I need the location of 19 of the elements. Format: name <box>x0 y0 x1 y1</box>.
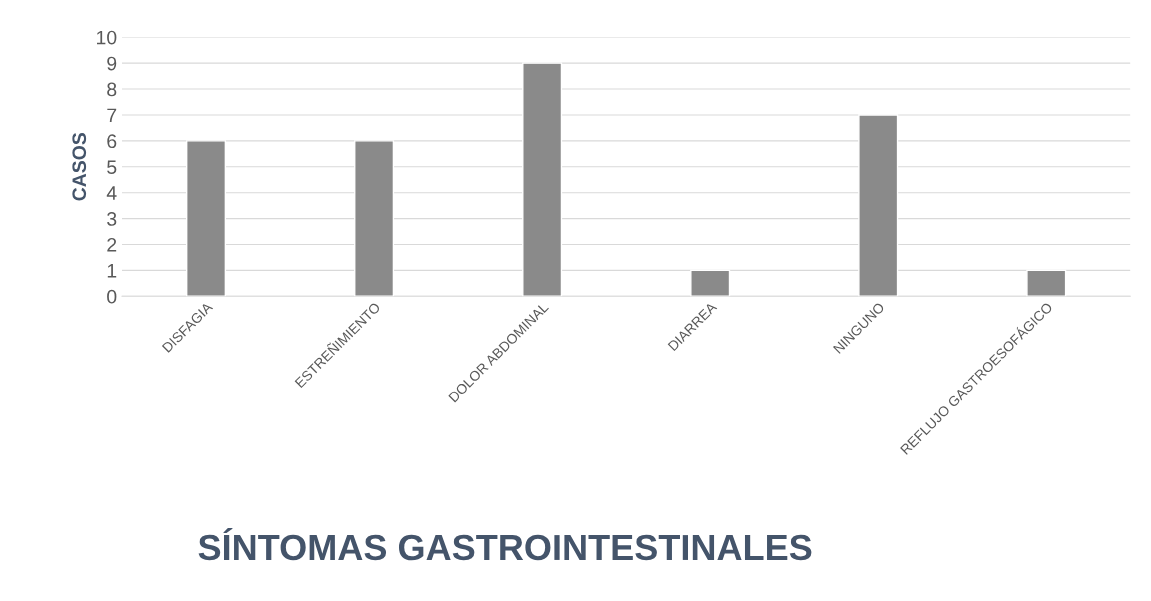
y-tick-label: 5 <box>107 160 117 175</box>
y-tick-label: 7 <box>107 108 117 123</box>
bar <box>354 140 395 297</box>
y-tick-label: 0 <box>107 289 117 304</box>
text: SÍNTOMAS GASTROINTESTINALES <box>198 527 812 561</box>
y-tick-label: 9 <box>107 56 117 71</box>
bar <box>690 269 731 297</box>
y-tick-label: 1 <box>107 264 117 278</box>
bar <box>186 140 227 297</box>
y-axis-title: CASOS <box>72 132 87 201</box>
y-tick-label: 10 <box>97 30 117 45</box>
bar <box>522 62 563 297</box>
bar <box>858 114 899 297</box>
y-tick-label: 4 <box>106 186 117 200</box>
y-tick-label: 6 <box>107 134 117 149</box>
y-tick-label: 2 <box>107 237 117 252</box>
y-tick-label: 3 <box>107 212 117 226</box>
y-tick-label: 8 <box>107 82 117 97</box>
bar <box>1026 269 1067 297</box>
